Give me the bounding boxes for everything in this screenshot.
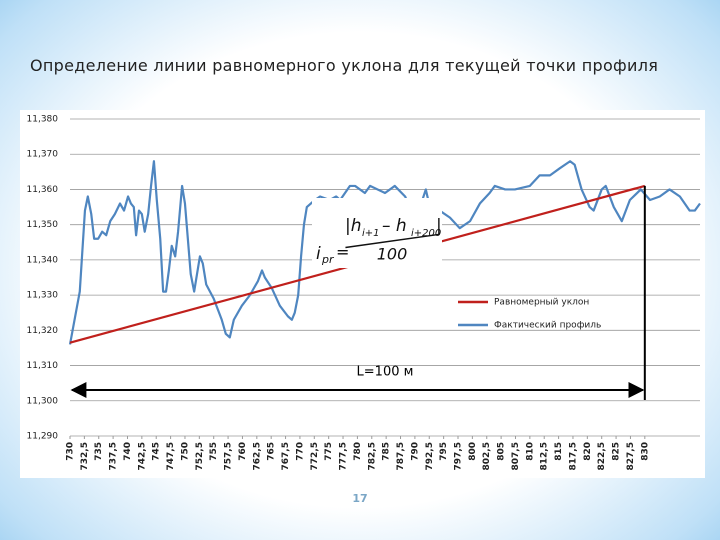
- y-tick-label: 11,340: [27, 255, 59, 265]
- x-tick-label: 770: [295, 442, 305, 461]
- y-tick-label: 11,300: [27, 396, 59, 406]
- formula-denominator: 100: [377, 245, 408, 264]
- x-tick-label: 807,5: [511, 442, 521, 470]
- y-tick-label: 11,360: [27, 185, 59, 195]
- formula-lhs-sub: pr: [321, 253, 335, 266]
- x-tick-label: 777,5: [339, 442, 349, 470]
- formula-eq: =: [336, 243, 349, 262]
- x-tick-label: 817,5: [568, 442, 578, 470]
- x-tick-label: 810: [525, 442, 535, 461]
- fraction-bar: [345, 233, 440, 249]
- x-tick-label: 752,5: [195, 442, 205, 470]
- x-tick-label: 805: [497, 442, 507, 461]
- formula-box: [312, 198, 442, 268]
- x-tick-label: 827,5: [626, 442, 636, 470]
- slide-title: Определение линии равномерного уклона дл…: [30, 56, 659, 75]
- x-tick-label: 822,5: [597, 442, 607, 470]
- x-tick-label: 755: [209, 442, 219, 461]
- x-tick-label: 802,5: [482, 442, 492, 470]
- page-number: 17: [352, 492, 368, 505]
- series-line: [68, 160, 701, 345]
- x-tick-label: 795: [439, 442, 449, 461]
- y-tick-label: 11,290: [27, 432, 59, 442]
- x-tick-label: 765: [267, 442, 277, 461]
- chart-background: [20, 110, 705, 478]
- x-tick-label: 750: [180, 442, 190, 461]
- x-tick-label: 815: [554, 442, 564, 461]
- x-tick-label: 760: [238, 442, 248, 461]
- x-tick-label: 800: [468, 442, 478, 461]
- formula: i pr = |h i+1– h i+200| 100: [316, 216, 442, 266]
- x-tick-label: 830: [640, 442, 650, 461]
- formula-h1: |h: [345, 216, 362, 236]
- x-tick-label: 797,5: [454, 442, 464, 470]
- x-tick-label: 762,5: [252, 442, 262, 470]
- x-tick-label: 812,5: [540, 442, 550, 470]
- x-tick-label: 787,5: [396, 442, 406, 470]
- y-tick-label: 11,370: [27, 150, 59, 160]
- x-tick-label: 790: [410, 442, 420, 461]
- x-tick-label: 730: [66, 442, 76, 461]
- formula-h2-sub: i+200: [411, 228, 441, 239]
- y-tick-label: 11,330: [27, 291, 59, 301]
- length-label: L=100 м: [357, 365, 414, 380]
- legend-label: Равномерный уклон: [494, 298, 589, 308]
- x-tick-label: 740: [123, 442, 133, 461]
- legend-label: Фактический профиль: [494, 321, 601, 331]
- x-tick-label: 825: [612, 442, 622, 461]
- x-tick-label: 735: [94, 442, 104, 461]
- y-tick-label: 11,350: [27, 220, 59, 230]
- formula-h1-sub: i+1: [362, 228, 380, 239]
- x-tick-label: 780: [353, 442, 363, 461]
- x-tick-label: 775: [324, 442, 334, 461]
- x-tick-label: 820: [583, 442, 593, 461]
- formula-bar: |: [436, 216, 442, 236]
- x-tick-label: 747,5: [166, 442, 176, 470]
- x-tick-label: 782,5: [367, 442, 377, 470]
- x-tick-label: 767,5: [281, 442, 291, 470]
- x-tick-label: 792,5: [425, 442, 435, 470]
- x-tick-label: 772,5: [310, 442, 320, 470]
- x-tick-label: 737,5: [109, 442, 119, 470]
- formula-minus: – h: [382, 216, 407, 236]
- y-tick-label: 11,380: [27, 115, 59, 125]
- x-tick-label: 757,5: [224, 442, 234, 470]
- x-tick-label: 745: [152, 442, 162, 461]
- y-tick-label: 11,320: [27, 326, 59, 336]
- y-tick-label: 11,310: [27, 361, 59, 371]
- formula-lhs: i: [316, 244, 321, 264]
- x-tick-label: 732,5: [80, 442, 90, 470]
- x-tick-label: 742,5: [137, 442, 147, 470]
- x-tick-label: 785: [382, 442, 392, 461]
